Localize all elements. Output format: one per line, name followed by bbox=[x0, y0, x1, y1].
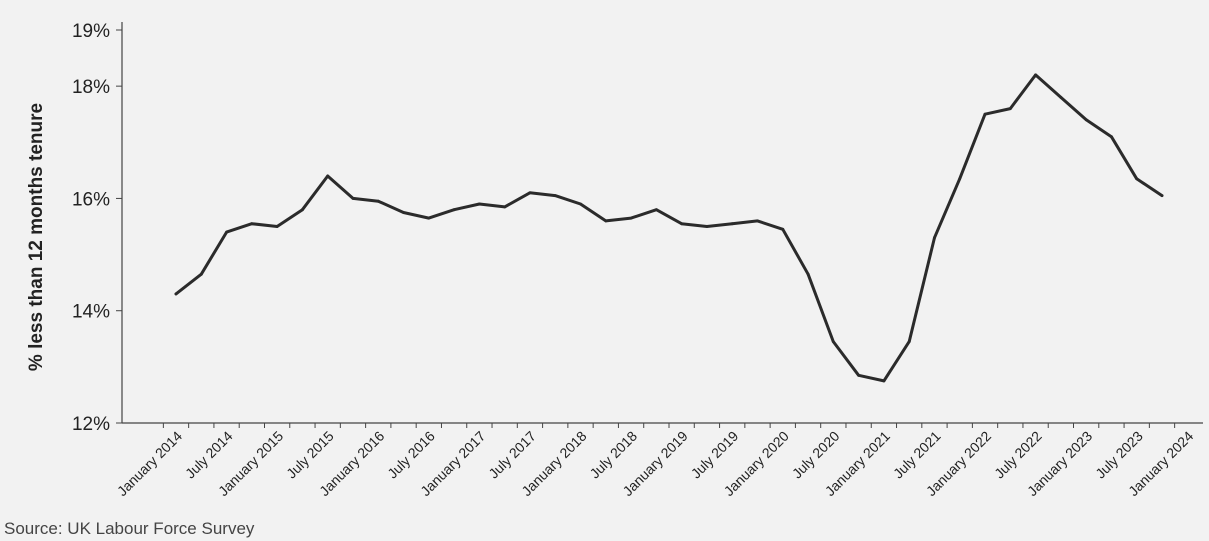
data-point bbox=[1059, 96, 1063, 99]
x-tick-label: July 2019 bbox=[688, 428, 742, 482]
y-tick-label: 19% bbox=[72, 21, 110, 42]
y-tick-label: 14% bbox=[72, 302, 110, 323]
data-point bbox=[958, 177, 962, 181]
data-point bbox=[604, 219, 608, 223]
data-point bbox=[705, 225, 709, 228]
data-point bbox=[1160, 194, 1164, 198]
data-point bbox=[478, 202, 481, 206]
data-point bbox=[301, 208, 304, 212]
data-point bbox=[655, 208, 658, 212]
data-point bbox=[1084, 118, 1088, 122]
data-point bbox=[174, 292, 178, 296]
x-tick-label: July 2014 bbox=[182, 428, 236, 482]
data-point bbox=[225, 230, 229, 234]
y-tick-label: 16% bbox=[72, 189, 110, 210]
x-tick-label: January 2014 bbox=[114, 428, 185, 499]
data-point bbox=[756, 219, 759, 223]
data-point bbox=[831, 340, 835, 343]
x-tick-label: July 2021 bbox=[890, 428, 944, 482]
data-point bbox=[933, 236, 936, 240]
data-point bbox=[503, 205, 507, 209]
data-point bbox=[250, 222, 254, 226]
data-point bbox=[882, 379, 886, 383]
data-point bbox=[275, 225, 279, 228]
data-point bbox=[199, 272, 203, 276]
source-note: Source: UK Labour Force Survey bbox=[4, 519, 255, 538]
data-point bbox=[857, 373, 860, 377]
x-tick-label: July 2022 bbox=[991, 428, 1045, 482]
series-line bbox=[174, 73, 1164, 383]
data-point bbox=[1135, 177, 1139, 181]
data-point bbox=[528, 191, 532, 195]
data-point bbox=[452, 208, 456, 212]
data-point bbox=[402, 211, 405, 214]
data-point bbox=[326, 174, 330, 178]
data-point bbox=[1008, 107, 1012, 110]
data-point bbox=[781, 227, 785, 231]
data-point bbox=[351, 197, 355, 200]
data-point bbox=[806, 272, 810, 276]
y-axis-ticks: 12% 14% 16% 18% 19% bbox=[72, 21, 122, 435]
x-tick-label: July 2018 bbox=[587, 428, 641, 482]
data-point bbox=[1110, 135, 1113, 139]
data-point bbox=[579, 202, 582, 206]
y-tick-label: 18% bbox=[72, 77, 110, 98]
y-tick-label: 12% bbox=[72, 414, 110, 435]
series-layer bbox=[174, 73, 1164, 383]
x-tick-label: July 2023 bbox=[1092, 428, 1146, 482]
data-point bbox=[907, 340, 911, 343]
data-point bbox=[680, 222, 683, 226]
data-point bbox=[629, 216, 633, 220]
x-tick-label: July 2020 bbox=[789, 428, 843, 482]
data-point bbox=[427, 216, 431, 220]
x-tick-label: July 2017 bbox=[485, 428, 539, 482]
data-point bbox=[983, 112, 987, 116]
data-point bbox=[553, 194, 557, 198]
y-axis-title: % less than 12 months tenure bbox=[26, 103, 47, 371]
x-tick-label: July 2015 bbox=[283, 428, 337, 482]
data-point bbox=[1034, 73, 1037, 77]
data-point bbox=[730, 222, 734, 226]
data-point bbox=[376, 199, 380, 203]
x-tick-label: July 2016 bbox=[384, 428, 438, 482]
